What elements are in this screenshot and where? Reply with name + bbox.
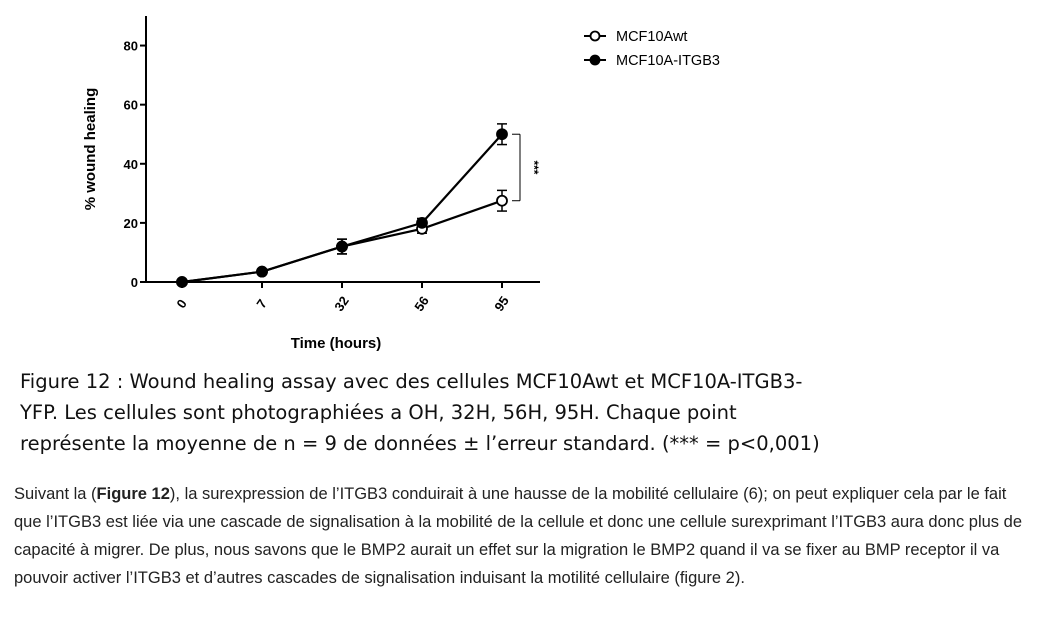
body-prefix: Suivant la ( (14, 485, 97, 503)
x-tick-label: 56 (411, 293, 432, 313)
legend-marker (589, 30, 601, 42)
y-axis-label: % wound healing (82, 88, 99, 211)
data-point (176, 276, 188, 288)
y-tick-label: 60 (124, 98, 138, 113)
x-tick-label: 0 (173, 296, 189, 311)
y-tick-label: 40 (124, 157, 138, 172)
caption-line: représente la moyenne de n = 9 de donnée… (20, 432, 820, 455)
legend-marker (589, 54, 601, 66)
y-tick-label: 80 (124, 39, 138, 54)
line-chart: 0 20 40 60 80 0 7 32 56 95 Time (hours) % wound hea… (82, 16, 720, 352)
x-tick-label: 32 (331, 293, 352, 313)
figure-reference: Figure 12 (96, 485, 170, 503)
data-point (416, 216, 428, 229)
caption-line: YFP. Les cellules sont photographiées a … (20, 401, 737, 424)
body-paragraph: Suivant la (Figure 12), la surexpression… (14, 480, 1029, 592)
legend-label: MCF10Awt (616, 29, 687, 45)
x-tick-label: 7 (253, 296, 269, 311)
data-point (336, 240, 348, 253)
legend-label: MCF10A-ITGB3 (616, 53, 720, 69)
figure-caption: Figure 12 : Wound healing assay avec des… (20, 366, 920, 459)
data-point (496, 128, 508, 141)
series-line (181, 133, 503, 284)
y-tick-label: 20 (124, 216, 138, 231)
caption-line: Figure 12 : Wound healing assay avec des… (20, 370, 803, 393)
body-text: ), la surexpression de l’ITGB3 conduirai… (14, 485, 1022, 587)
data-point (496, 194, 508, 207)
figure: 0 20 40 60 80 0 7 32 56 95 Time (hours) % wound hea… (82, 16, 720, 352)
y-tick-label: 0 (131, 275, 138, 290)
significance-label: *** (527, 160, 541, 174)
x-axis-label: Time (hours) (291, 335, 382, 352)
data-point (256, 265, 268, 278)
x-tick-label: 95 (491, 293, 512, 313)
